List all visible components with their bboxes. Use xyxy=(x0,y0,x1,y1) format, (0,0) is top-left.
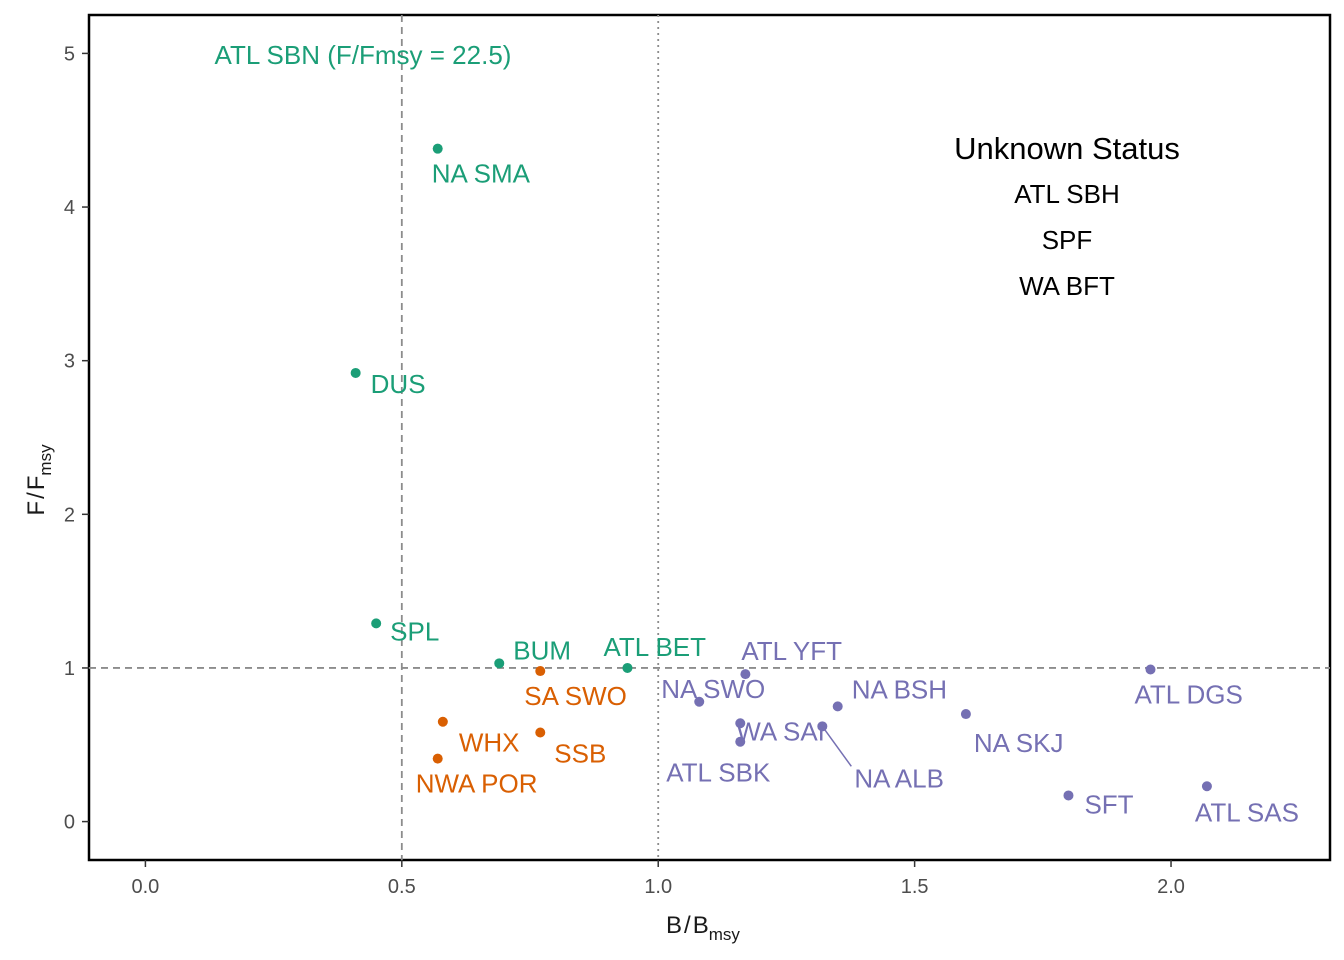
x-axis: 0.0 0.5 1.0 1.5 2.0 xyxy=(132,860,1185,898)
svg-text:F/Fmsy: F/Fmsy xyxy=(23,444,55,516)
y-tick-label: 4 xyxy=(64,197,75,219)
annotation-label: ATL SBN (F/Fmsy = 22.5) xyxy=(215,40,512,70)
y-axis-title-sep: / xyxy=(23,492,50,499)
point-label: NA SMA xyxy=(432,159,531,189)
leader-lines xyxy=(821,725,852,767)
x-axis-title-main: B xyxy=(666,912,682,939)
unknown-status-title: Unknown Status xyxy=(954,131,1180,166)
x-axis-title: B/Bmsy xyxy=(666,912,740,944)
annotations: ATL SBN (F/Fmsy = 22.5) xyxy=(215,40,512,70)
point-label: ATL YFT xyxy=(741,636,842,666)
data-point xyxy=(622,662,633,673)
reference-lines xyxy=(89,15,1330,860)
y-axis: 0 1 2 3 4 5 xyxy=(64,43,89,834)
data-point xyxy=(694,696,705,707)
y-axis-title-sub: msy xyxy=(36,444,55,476)
point-label: BUM xyxy=(513,635,571,665)
point-label: NA ALB xyxy=(854,763,944,793)
point-label: DUS xyxy=(371,369,426,399)
data-point xyxy=(1201,781,1212,792)
x-tick-label: 0.0 xyxy=(132,876,160,898)
point-label: ATL BET xyxy=(603,632,706,662)
svg-text:B/Bmsy: B/Bmsy xyxy=(666,912,740,944)
y-tick-label: 3 xyxy=(64,351,75,373)
unknown-status-item: ATL SBH xyxy=(1014,179,1119,209)
point-label: SPL xyxy=(390,616,439,646)
point-label: ATL DGS xyxy=(1135,679,1243,709)
x-tick-label: 2.0 xyxy=(1157,876,1185,898)
unknown-status-item: SPF xyxy=(1042,225,1093,255)
x-axis-title-base: B xyxy=(693,912,709,939)
point-label: SA SWO xyxy=(524,681,627,711)
data-point xyxy=(832,701,843,712)
y-tick-label: 1 xyxy=(64,658,75,680)
point-label: SFT xyxy=(1084,789,1133,819)
point-label: SSB xyxy=(554,738,606,768)
data-point xyxy=(817,721,828,732)
y-axis-title: F/Fmsy xyxy=(23,444,55,516)
data-point xyxy=(1063,790,1074,801)
point-label: NWA POR xyxy=(416,769,538,799)
y-tick-label: 0 xyxy=(64,812,75,834)
y-axis-title-base: F xyxy=(23,476,50,491)
point-label: NA BSH xyxy=(852,674,947,704)
leader-line xyxy=(821,725,852,767)
data-point xyxy=(735,736,746,747)
y-tick-label: 5 xyxy=(64,43,75,65)
data-point xyxy=(494,658,505,669)
point-label: WHX xyxy=(459,728,520,758)
point-label: NA SKJ xyxy=(974,728,1064,758)
point-label: NA SWO xyxy=(661,674,765,704)
x-tick-label: 1.5 xyxy=(901,876,929,898)
data-point xyxy=(535,727,546,738)
data-point xyxy=(735,718,746,729)
data-point xyxy=(437,716,448,727)
unknown-status-box: Unknown Status ATL SBH SPF WA BFT xyxy=(954,131,1180,301)
point-label: ATL SAS xyxy=(1195,797,1299,827)
x-axis-title-sub: msy xyxy=(709,925,741,944)
data-point xyxy=(535,666,546,677)
x-tick-label: 0.5 xyxy=(388,876,416,898)
data-point xyxy=(371,618,382,629)
data-point xyxy=(432,143,443,154)
point-label: WA SAI xyxy=(736,716,825,746)
data-point xyxy=(960,709,971,720)
data-point xyxy=(432,753,443,764)
data-point xyxy=(350,367,361,378)
y-tick-label: 2 xyxy=(64,504,75,526)
data-point xyxy=(1145,664,1156,675)
unknown-status-item: WA BFT xyxy=(1019,271,1115,301)
x-tick-label: 1.0 xyxy=(644,876,672,898)
point-label: ATL SBK xyxy=(666,758,771,788)
x-axis-title-sep: / xyxy=(684,912,691,939)
data-points xyxy=(350,143,1212,801)
y-axis-title-main: F xyxy=(23,501,50,516)
plot-panel xyxy=(87,13,1332,862)
data-point xyxy=(740,669,751,680)
